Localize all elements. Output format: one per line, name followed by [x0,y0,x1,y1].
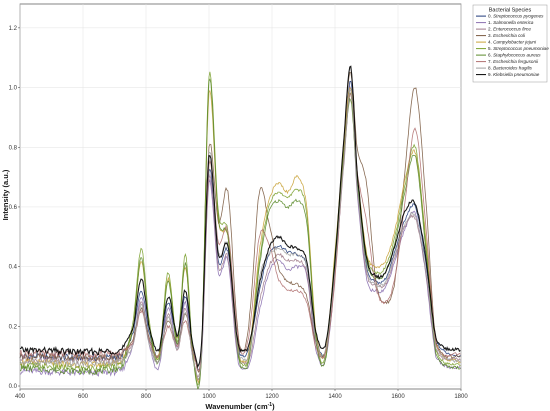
legend-entry: 1. Salmonella enterica [488,20,534,25]
y-tick-label: 1.2 [9,26,18,32]
y-tick-label: 0.4 [9,265,18,271]
x-tick-label: 1000 [202,394,216,400]
series-line [19,80,461,370]
legend-entry: 6. Staphylococcus aureus [488,53,541,58]
legend-entry: 5. Streptococcus pneumoniae [488,46,549,51]
series-line [19,89,461,380]
x-axis-label: Wavenumber (cm-1) [205,402,275,411]
y-tick-label: 0.8 [9,145,18,151]
legend-entry: 9. Klebsiella pneumoniae [488,72,540,77]
x-tick-label: 800 [141,394,152,400]
x-tick-label: 1800 [454,394,468,400]
legend-entry: 7. Escherichia fergusonii [488,59,539,64]
legend-box [472,4,548,83]
x-tick-label: 1200 [265,394,279,400]
legend-entry: 8. Bacteroides fragilis [488,66,533,71]
series-line [19,87,461,384]
y-axis-ticks: 0.0 0.2 0.4 0.6 0.8 1.0 1.2 [9,26,20,390]
y-tick-label: 0.6 [9,205,18,211]
y-axis-label: Intensity (a.u.) [1,169,10,220]
legend-entry: 2. Enterococcus firce [488,27,531,32]
legend-entry: 0. Streptococcus pyogenes [488,14,544,19]
series-line [19,71,461,373]
y-tick-label: 0.2 [9,324,18,330]
x-tick-label: 400 [15,394,26,400]
legend: Bacterial Species 0. Streptococcus pyoge… [472,4,549,83]
series-line [19,93,461,372]
series-line [19,65,461,369]
plot-area [19,3,462,390]
x-tick-label: 1400 [328,394,342,400]
x-axis-ticks: 400 600 800 1000 1200 1400 1600 1800 [15,389,468,400]
y-tick-label: 1.0 [9,86,18,92]
legend-entry: 4. Campylobacter jejuni [488,40,537,45]
series-line [19,71,461,386]
legend-entry: 3. Escherichia coli [488,33,526,38]
x-tick-label: 1600 [391,394,405,400]
legend-title: Bacterial Species [489,8,532,14]
y-tick-label: 0.0 [9,384,18,390]
x-tick-label: 600 [78,394,89,400]
series-lines [19,65,461,390]
